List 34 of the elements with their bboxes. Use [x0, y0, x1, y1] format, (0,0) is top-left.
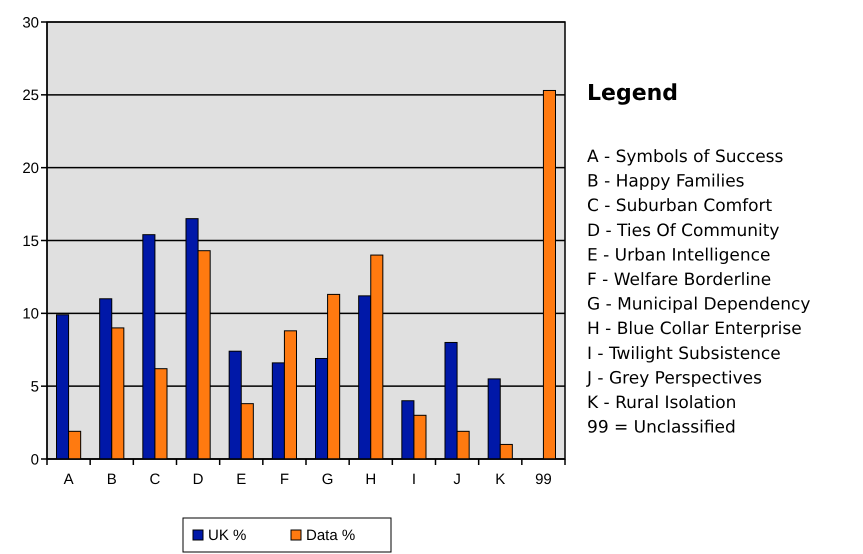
text: J - Grey Perspectives: [586, 368, 762, 388]
text: G - Municipal Dependency: [587, 294, 810, 315]
x-tick-label: H: [365, 471, 376, 488]
y-tick-label: 5: [30, 378, 39, 396]
y-tick-label: 0: [30, 451, 39, 468]
text: C - Suburban Comfort: [587, 196, 773, 216]
x-tick-label: E: [236, 471, 246, 488]
text: H - Blue Collar Enterprise: [587, 319, 802, 340]
legend-label: UK %: [208, 527, 246, 544]
x-tick-label: B: [106, 471, 117, 488]
y-tick-label: 25: [22, 87, 39, 104]
x-tick-label: I: [412, 471, 416, 488]
text: 99 = Unclassified: [587, 418, 736, 438]
x-tick-label: D: [192, 471, 204, 488]
x-tick-label: 99: [535, 471, 552, 488]
x-tick-label: K: [495, 471, 506, 488]
x-tick-label: G: [322, 471, 334, 488]
text: F - Welfare Borderline: [587, 270, 772, 290]
text: K - Rural Isolation: [587, 393, 736, 413]
text: Legend: [587, 81, 678, 106]
x-tick-label: C: [149, 471, 160, 488]
y-tick-label: 30: [22, 14, 39, 32]
text: E - Urban Intelligence: [587, 245, 770, 266]
text: A - Symbols of Success: [587, 147, 784, 167]
text: B - Happy Families: [587, 172, 745, 192]
text: D - Ties Of Community: [587, 220, 780, 241]
y-tick-label: 20: [22, 160, 39, 177]
x-tick-label: A: [64, 471, 74, 488]
x-tick-label: F: [280, 471, 290, 488]
text: I - Twilight Subsistence: [587, 344, 781, 364]
x-tick-label: J: [453, 471, 461, 488]
y-tick-label: 15: [22, 232, 39, 250]
y-tick-label: 10: [22, 306, 39, 323]
legend-label: Data %: [306, 527, 356, 544]
